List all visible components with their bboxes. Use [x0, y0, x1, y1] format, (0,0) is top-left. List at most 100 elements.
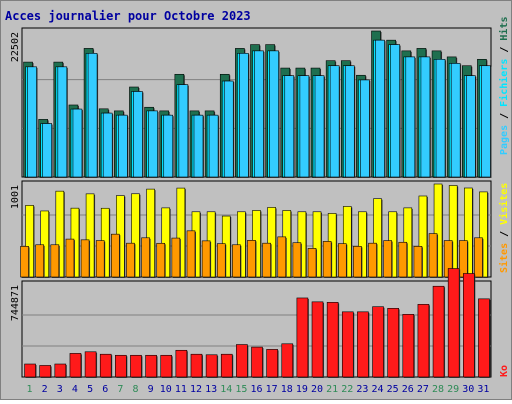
bar-pages-day-21: [329, 65, 340, 178]
bar-kbytes-day-14: [220, 353, 233, 378]
visits-ymax-label: 1001: [10, 185, 21, 209]
day-label-19: 19: [296, 384, 308, 395]
bar-sites-day-23: [353, 246, 362, 278]
bar-kbytes-day-20: [311, 301, 324, 378]
bar-sites-day-16: [247, 240, 256, 278]
day-label-17: 17: [266, 384, 278, 395]
bar-pages-day-18: [284, 75, 295, 178]
bar-sites-day-6: [95, 240, 105, 278]
day-label-23: 23: [356, 384, 368, 395]
bar-sites-day-8: [126, 242, 135, 278]
bar-sites-day-10: [156, 242, 166, 278]
kbytes-bars: [24, 268, 491, 378]
kbytes-ymax-label: 744871: [10, 285, 21, 321]
day-label-27: 27: [417, 384, 429, 395]
bar-pages-day-31: [481, 65, 491, 178]
bar-pages-day-6: [102, 112, 113, 178]
day-label-2: 2: [42, 384, 48, 395]
bar-pages-day-7: [118, 114, 128, 178]
day-label-28: 28: [432, 384, 444, 395]
day-label-21: 21: [326, 384, 338, 395]
bar-kbytes-day-10: [160, 354, 173, 378]
bar-kbytes-day-9: [145, 354, 157, 378]
bar-sites-day-21: [322, 241, 332, 278]
kbytes-legend: Ko: [499, 365, 510, 377]
bar-sites-day-5: [80, 239, 90, 278]
bar-kbytes-day-3: [54, 363, 67, 378]
legend-separator: /: [499, 107, 510, 125]
day-label-8: 8: [132, 384, 138, 395]
bar-kbytes-day-24: [372, 306, 384, 378]
bar-pages-day-5: [87, 53, 98, 178]
legend-separator: /: [499, 41, 510, 59]
bar-pages-day-4: [72, 108, 83, 178]
bar-sites-day-28: [428, 233, 438, 278]
day-label-29: 29: [447, 384, 459, 395]
bar-kbytes-day-29: [447, 268, 460, 378]
day-label-11: 11: [175, 384, 187, 395]
bar-pages-day-23: [360, 79, 370, 178]
bar-kbytes-day-2: [39, 365, 51, 378]
bar-sites-day-1: [20, 246, 29, 278]
bar-sites-day-2: [35, 244, 44, 278]
bar-sites-day-4: [65, 238, 75, 278]
bar-kbytes-day-8: [130, 354, 142, 378]
legend-kbytes: Ko: [499, 365, 510, 377]
day-label-26: 26: [402, 384, 414, 395]
day-label-12: 12: [190, 384, 202, 395]
bar-pages-day-15: [239, 53, 249, 178]
day-label-6: 6: [102, 384, 108, 395]
bar-pages-day-29: [450, 63, 461, 178]
bar-sites-day-11: [171, 237, 181, 278]
day-label-5: 5: [87, 384, 93, 395]
bar-pages-day-17: [269, 50, 279, 178]
bar-kbytes-day-12: [190, 353, 203, 378]
legend-separator: /: [499, 225, 510, 243]
day-label-10: 10: [160, 384, 172, 395]
bar-pages-day-8: [133, 91, 143, 178]
bar-pages-day-26: [405, 56, 416, 178]
bar-pages-day-1: [27, 66, 37, 178]
bar-sites-day-25: [383, 240, 392, 278]
bar-pages-day-16: [254, 50, 264, 178]
bar-pages-day-2: [42, 123, 52, 178]
legend-pages: Pages: [499, 125, 510, 155]
bar-sites-day-27: [413, 246, 423, 278]
bar-sites-day-7: [111, 233, 120, 278]
bar-kbytes-day-7: [115, 354, 127, 378]
day-label-15: 15: [235, 384, 247, 395]
bar-kbytes-day-25: [387, 308, 399, 378]
day-label-25: 25: [387, 384, 399, 395]
bar-kbytes-day-31: [478, 298, 490, 378]
day-label-1: 1: [27, 384, 33, 395]
legend-visits: Visites: [498, 183, 510, 225]
bar-sites-day-12: [186, 230, 196, 278]
bar-pages-day-11: [178, 84, 189, 178]
bar-sites-day-20: [307, 248, 317, 278]
bar-pages-day-19: [299, 75, 310, 178]
bar-kbytes-day-6: [99, 353, 112, 378]
bar-kbytes-day-26: [402, 314, 415, 378]
bar-sites-day-14: [216, 243, 226, 278]
bar-kbytes-day-30: [463, 273, 475, 378]
bar-pages-day-13: [208, 114, 219, 178]
bar-kbytes-day-22: [341, 311, 354, 378]
visits-legend: Sites / Visites: [498, 183, 510, 273]
bar-kbytes-day-16: [251, 346, 263, 378]
hits-ymax-label: 22502: [10, 32, 21, 62]
bar-pages-day-22: [344, 65, 355, 178]
bar-sites-day-26: [398, 241, 408, 278]
day-label-18: 18: [281, 384, 293, 395]
bar-pages-day-24: [375, 39, 385, 178]
day-label-30: 30: [462, 384, 474, 395]
bar-kbytes-day-19: [296, 297, 309, 378]
hits-panel: 22502: [10, 27, 492, 179]
day-label-7: 7: [117, 384, 123, 395]
bar-sites-day-19: [292, 242, 302, 278]
bar-pages-day-28: [435, 59, 446, 178]
bar-sites-day-30: [459, 240, 468, 278]
bar-pages-day-9: [148, 110, 158, 178]
bar-sites-day-31: [474, 237, 483, 278]
day-label-24: 24: [372, 384, 384, 395]
